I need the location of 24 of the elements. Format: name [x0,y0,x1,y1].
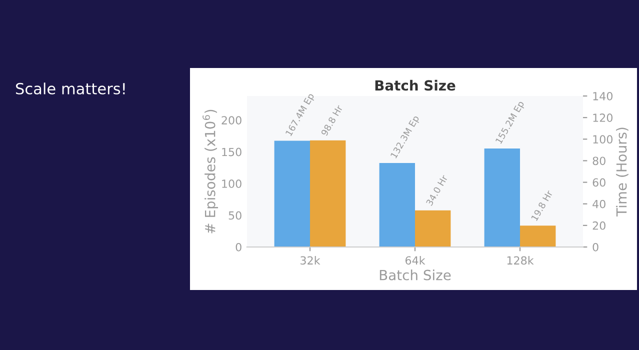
y2-tick-label: 140 [593,92,612,100]
bar [484,148,520,247]
y-tick-label: 0 [236,242,242,252]
y-tick-label: 50 [228,211,242,220]
y-tick-label: 200 [222,116,242,124]
y-tick-label: 150 [222,148,242,156]
y2-tick-label: 40 [592,200,606,208]
y2-tick-label: 0 [592,242,598,252]
bar [520,226,556,247]
bar [379,163,415,247]
y2-tick-label: 20 [592,221,606,230]
y-axis-title: # Episodes (x10$^{6}$) [202,110,218,234]
x-axis-title: Batch Size [380,270,451,280]
y2-tick-label: 60 [592,178,606,187]
chart-title: Batch Size [375,80,456,91]
y2-tick-label: 80 [592,156,606,166]
x-tick-label: 32k [300,256,320,265]
text: Scale matters! [16,82,125,94]
x-tick-label: 64k [405,256,426,265]
y-tick-label: 100 [222,180,242,188]
x-tick-label: 128k [507,256,534,265]
y2-tick-label: 100 [593,135,612,144]
y2-tick-label: 120 [593,114,612,122]
y2-axis-title: Time (Hours) [616,128,628,217]
